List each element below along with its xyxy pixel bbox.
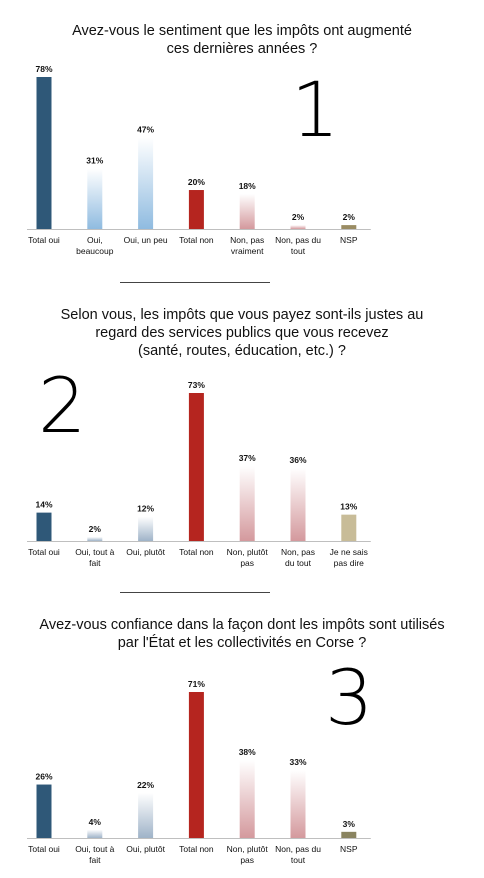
value-label-4: 71%: [188, 679, 205, 689]
category-label-3: Oui, un peu: [124, 235, 168, 245]
value-label-6: 36%: [289, 455, 306, 465]
category-label-4: Total non: [179, 235, 214, 245]
value-label-5: 18%: [239, 181, 256, 191]
category-label-7: NSP: [340, 235, 358, 245]
category-label-2: fait: [89, 855, 101, 865]
chart-title-2-line-1: Selon vous, les impôts que vous payez so…: [60, 307, 424, 323]
category-label-3: Oui, plutôt: [126, 547, 165, 557]
category-label-7: pas dire: [334, 558, 365, 568]
chart-title-2-line-2: regard des services publics que vous rec…: [95, 325, 389, 341]
value-label-1: 78%: [35, 64, 52, 74]
bar-5: [239, 193, 255, 229]
category-label-2: fait: [89, 558, 101, 568]
bar-5: [239, 465, 255, 541]
chart-number-3: 3: [325, 653, 374, 742]
bar-7: [341, 514, 357, 541]
bar-3: [138, 137, 154, 229]
bar-4: [188, 692, 204, 838]
value-label-6: 2%: [292, 212, 305, 222]
value-label-7: 2%: [343, 212, 356, 222]
bar-3: [138, 792, 154, 838]
value-label-2: 31%: [86, 156, 103, 166]
category-label-5: Non, pas: [230, 235, 264, 245]
chart-title-3-line-2: par l'État et les collectivités en Corse…: [117, 635, 367, 651]
bar-2: [87, 536, 103, 541]
category-label-1: Total oui: [28, 547, 60, 557]
bar-4: [188, 190, 204, 229]
chart-title-3: Avez-vous confiance dans la façon dont l…: [0, 616, 484, 652]
value-label-1: 14%: [35, 500, 52, 510]
value-label-6: 33%: [289, 757, 306, 767]
bar-7: [341, 225, 357, 229]
bar-1: [36, 77, 52, 229]
category-label-4: Total non: [179, 547, 214, 557]
chart-title-2: Selon vous, les impôts que vous payez so…: [0, 306, 484, 360]
bar-1: [36, 784, 52, 838]
bar-2: [87, 829, 103, 838]
category-label-6: Non, pas du: [275, 844, 321, 854]
chart-number-2: 2: [38, 361, 87, 450]
bar-6: [290, 468, 306, 541]
bar-6: [290, 225, 306, 229]
chart-title-3-line-1: Avez-vous confiance dans la façon dont l…: [39, 617, 445, 633]
bar-7: [341, 831, 357, 838]
bar-5: [239, 759, 255, 838]
category-label-4: Total non: [179, 844, 214, 854]
bar-6: [290, 770, 306, 838]
category-label-2: Oui, tout à: [75, 547, 114, 557]
value-label-3: 47%: [137, 124, 154, 134]
category-label-2: Oui, tout à: [75, 844, 114, 854]
value-label-4: 73%: [188, 380, 205, 390]
category-label-3: Oui, plutôt: [126, 844, 165, 854]
chart-title-1-line-1: Avez-vous le sentiment que les impôts on…: [72, 23, 412, 39]
bar-3: [138, 516, 154, 541]
chart-1-svg: 78% Total oui 31% Oui,beaucoup 47% Oui, un pe…: [27, 64, 371, 256]
bar-4: [188, 393, 204, 541]
bar-2: [87, 168, 103, 229]
category-label-6: du tout: [285, 558, 312, 568]
bar-1: [36, 512, 52, 541]
category-label-1: Total oui: [28, 235, 60, 245]
value-label-7: 13%: [340, 502, 357, 512]
value-label-3: 12%: [137, 504, 154, 514]
category-label-5: Non, plutôt: [227, 547, 269, 557]
value-label-2: 4%: [89, 817, 102, 827]
category-label-5: Non, plutôt: [227, 844, 269, 854]
value-label-1: 26%: [35, 772, 52, 782]
value-label-5: 38%: [239, 747, 256, 757]
category-label-7: NSP: [340, 844, 358, 854]
category-label-5: vraiment: [231, 246, 264, 256]
category-label-1: Total oui: [28, 844, 60, 854]
chart-title-1: Avez-vous le sentiment que les impôts on…: [0, 22, 484, 58]
category-label-6: Non, pas: [281, 547, 315, 557]
category-label-6: tout: [291, 855, 306, 865]
value-label-3: 22%: [137, 780, 154, 790]
category-label-6: tout: [291, 246, 306, 256]
value-label-4: 20%: [188, 177, 205, 187]
category-label-5: pas: [240, 855, 254, 865]
value-label-5: 37%: [239, 453, 256, 463]
value-label-7: 3%: [343, 819, 356, 829]
category-label-6: Non, pas du: [275, 235, 321, 245]
category-label-5: pas: [240, 558, 254, 568]
category-label-2: Oui,: [87, 235, 103, 245]
value-label-2: 2%: [89, 524, 102, 534]
divider-1: [120, 282, 270, 283]
category-label-7: Je ne sais: [330, 547, 368, 557]
chart-title-2-line-3: (santé, routes, éducation, etc.) ?: [138, 343, 346, 359]
chart-title-1-line-2: ces dernières années ?: [166, 41, 318, 57]
divider-2: [120, 592, 270, 593]
chart-number-1: 1: [291, 65, 340, 154]
category-label-2: beaucoup: [76, 246, 114, 256]
